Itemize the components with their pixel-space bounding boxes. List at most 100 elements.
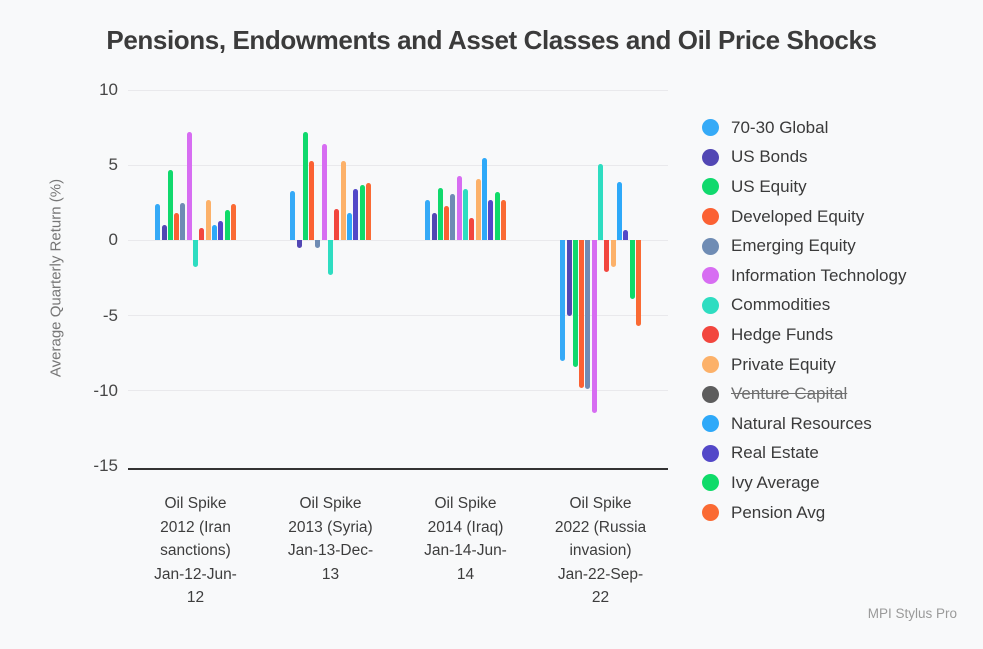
gridline--10 xyxy=(128,390,668,392)
x-category-label-4: Oil Spike 2022 (Russia invasion) Jan-22-… xyxy=(554,495,647,606)
bar-pension-avg-group1[interactable] xyxy=(230,204,236,241)
bar-private-equity-group1[interactable] xyxy=(205,199,211,241)
bar-70-30-global-group3[interactable] xyxy=(425,199,431,241)
legend-dot-venture-capital xyxy=(702,385,719,403)
bar-us-bonds-group4[interactable] xyxy=(566,240,572,316)
bar-us-bonds-group3[interactable] xyxy=(431,213,437,241)
legend-item-ivy-average[interactable]: Ivy Average xyxy=(702,468,906,498)
bar-us-bonds-group2[interactable] xyxy=(296,240,302,248)
bar-information-technology-group3[interactable] xyxy=(456,175,462,241)
legend-label-developed-equity: Developed Equity xyxy=(731,206,865,226)
legend-label-information-technology: Information Technology xyxy=(731,265,907,285)
bar-us-equity-group3[interactable] xyxy=(437,187,443,241)
bar-private-equity-group4[interactable] xyxy=(610,240,616,268)
legend-dot-natural-resources xyxy=(702,415,719,433)
bar-ivy-average-group1[interactable] xyxy=(224,210,230,241)
legend-label-natural-resources: Natural Resources xyxy=(731,413,872,433)
gridline-10 xyxy=(128,89,668,91)
legend-label-us-equity: US Equity xyxy=(731,176,807,196)
legend-item-70-30-global[interactable]: 70-30 Global xyxy=(702,113,906,143)
bar-hedge-funds-group3[interactable] xyxy=(469,217,475,241)
bar-natural-resources-group1[interactable] xyxy=(211,225,217,241)
legend-label-ivy-average: Ivy Average xyxy=(731,472,820,492)
legend-item-private-equity[interactable]: Private Equity xyxy=(702,350,906,380)
bar-70-30-global-group4[interactable] xyxy=(560,240,566,361)
x-axis-line xyxy=(128,468,668,470)
legend-item-emerging-equity[interactable]: Emerging Equity xyxy=(702,231,906,261)
bar-us-bonds-group1[interactable] xyxy=(161,225,167,241)
gridline-0 xyxy=(128,239,668,241)
legend-item-natural-resources[interactable]: Natural Resources xyxy=(702,409,906,439)
bar-real-estate-group2[interactable] xyxy=(353,189,359,241)
legend-dot-us-bonds xyxy=(702,148,719,166)
bar-ivy-average-group2[interactable] xyxy=(359,184,365,241)
bar-hedge-funds-group1[interactable] xyxy=(199,228,205,241)
x-category-label-3: Oil Spike 2014 (Iraq) Jan-14-Jun- 14 xyxy=(424,495,507,583)
legend-dot-information-technology xyxy=(702,267,719,285)
bar-private-equity-group3[interactable] xyxy=(475,178,481,241)
bar-developed-equity-group1[interactable] xyxy=(174,213,180,241)
x-category-label-1: Oil Spike 2012 (Iran sanctions) Jan-12-J… xyxy=(154,495,237,606)
legend-item-developed-equity[interactable]: Developed Equity xyxy=(702,202,906,232)
legend-dot-developed-equity xyxy=(702,208,719,226)
bar-pension-avg-group3[interactable] xyxy=(500,199,506,241)
legend-label-emerging-equity: Emerging Equity xyxy=(731,236,856,256)
bar-70-30-global-group1[interactable] xyxy=(155,204,161,241)
bar-emerging-equity-group3[interactable] xyxy=(450,193,456,241)
bar-hedge-funds-group2[interactable] xyxy=(334,208,340,241)
bar-emerging-equity-group1[interactable] xyxy=(180,202,186,241)
bar-private-equity-group2[interactable] xyxy=(340,160,346,241)
legend-item-commodities[interactable]: Commodities xyxy=(702,291,906,321)
bar-information-technology-group1[interactable] xyxy=(186,132,192,241)
bar-us-equity-group1[interactable] xyxy=(167,169,173,241)
bar-real-estate-group3[interactable] xyxy=(488,199,494,241)
y-tick-label--10: -10 xyxy=(93,380,118,400)
bar-natural-resources-group2[interactable] xyxy=(346,213,352,241)
legend-item-us-equity[interactable]: US Equity xyxy=(702,172,906,202)
x-category-label-2: Oil Spike 2013 (Syria) Jan-13-Dec- 13 xyxy=(287,495,374,583)
gridline--5 xyxy=(128,315,668,317)
bar-us-equity-group2[interactable] xyxy=(302,132,308,241)
bar-real-estate-group1[interactable] xyxy=(218,220,224,241)
bar-commodities-group1[interactable] xyxy=(193,240,198,268)
bar-developed-equity-group2[interactable] xyxy=(309,160,315,241)
legend-item-us-bonds[interactable]: US Bonds xyxy=(702,143,906,173)
legend-label-real-estate: Real Estate xyxy=(731,443,819,463)
legend-label-70-30-global: 70-30 Global xyxy=(731,117,829,137)
bar-emerging-equity-group2[interactable] xyxy=(315,240,321,248)
y-axis-title: Average Quarterly Return (%) xyxy=(47,178,65,378)
legend-item-venture-capital[interactable]: Venture Capital xyxy=(702,379,906,409)
bar-developed-equity-group3[interactable] xyxy=(444,205,450,241)
legend-label-commodities: Commodities xyxy=(731,295,831,315)
bar-developed-equity-group4[interactable] xyxy=(579,240,585,388)
legend-dot-emerging-equity xyxy=(702,237,719,255)
legend-dot-hedge-funds xyxy=(702,326,719,344)
legend-item-information-technology[interactable]: Information Technology xyxy=(702,261,906,291)
bar-commodities-group3[interactable] xyxy=(463,189,468,241)
bar-ivy-average-group4[interactable] xyxy=(629,240,635,300)
bar-70-30-global-group2[interactable] xyxy=(290,190,296,241)
chart-title: Pensions, Endowments and Asset Classes a… xyxy=(106,25,877,55)
legend-label-hedge-funds: Hedge Funds xyxy=(731,324,834,344)
bar-ivy-average-group3[interactable] xyxy=(494,192,500,241)
bar-us-equity-group4[interactable] xyxy=(572,240,578,367)
bar-natural-resources-group4[interactable] xyxy=(616,181,622,241)
bar-commodities-group2[interactable] xyxy=(328,240,333,275)
legend-item-hedge-funds[interactable]: Hedge Funds xyxy=(702,320,906,350)
bar-pension-avg-group4[interactable] xyxy=(635,240,641,327)
legend-label-us-bonds: US Bonds xyxy=(731,147,808,167)
watermark-credit: MPI Stylus Pro xyxy=(867,606,957,621)
legend-item-pension-avg[interactable]: Pension Avg xyxy=(702,498,906,528)
bar-pension-avg-group2[interactable] xyxy=(365,183,371,241)
y-tick-label-5: 5 xyxy=(108,155,118,175)
bar-real-estate-group4[interactable] xyxy=(623,229,629,241)
bar-commodities-group4[interactable] xyxy=(598,163,603,241)
legend-item-real-estate[interactable]: Real Estate xyxy=(702,439,906,469)
legend-dot-pension-avg xyxy=(702,504,719,522)
bar-natural-resources-group3[interactable] xyxy=(481,157,487,241)
bar-emerging-equity-group4[interactable] xyxy=(585,240,591,390)
bar-information-technology-group2[interactable] xyxy=(321,144,327,241)
bar-hedge-funds-group4[interactable] xyxy=(604,240,610,272)
bar-information-technology-group4[interactable] xyxy=(591,240,597,414)
legend-dot-real-estate xyxy=(702,444,719,462)
